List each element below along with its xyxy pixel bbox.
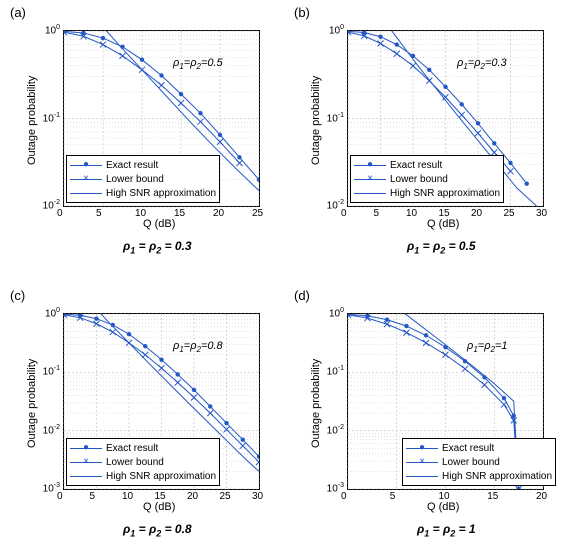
legend-row-exact: ● Exact result (406, 441, 552, 455)
legend-label-approx: High SNR approximation (390, 188, 500, 199)
legend-label-exact: Exact result (106, 443, 158, 454)
x-marker-icon: × (367, 174, 373, 184)
plot-c-annot: ρ1=ρ2=0.8 (173, 340, 223, 354)
panel-a: (a) Outage probability Q (dB) ρ1=ρ2=0.5 … (8, 5, 273, 265)
x-marker-icon: × (83, 174, 89, 184)
plot-b-legend: ● Exact result × Lower bound High SNR ap… (350, 155, 504, 203)
ytick-label: 10-1 (43, 112, 60, 124)
panel-b: (b) Outage probability Q (dB) ρ1=ρ2=0.3 … (292, 5, 557, 265)
xtick-label: 15 (487, 491, 498, 502)
xtick-label: 10 (135, 208, 146, 219)
xtick-label: 10 (406, 208, 417, 219)
legend-row-exact: ● Exact result (70, 441, 216, 455)
plot-a-xlabel: Q (dB) (143, 218, 175, 230)
ytick-label: 100 (329, 307, 344, 319)
dot-marker-icon: ● (419, 443, 425, 453)
ytick-label: 100 (45, 307, 60, 319)
x-marker-icon: × (83, 457, 89, 467)
xtick-label: 5 (90, 491, 96, 502)
panel-c-label: (c) (10, 288, 25, 303)
legend-row-exact: ● Exact result (70, 158, 216, 172)
plot-b-annot: ρ1=ρ2=0.3 (457, 57, 507, 71)
xtick-label: 30 (252, 491, 263, 502)
plot-d-annot: ρ1=ρ2=1 (467, 340, 508, 354)
panel-d-caption: ρ1 = ρ2 = 1 (417, 522, 476, 538)
plot-c-ylabel: Outage probability (26, 359, 38, 448)
ytick-label: 100 (329, 24, 344, 36)
plot-a-ylabel: Outage probability (26, 76, 38, 165)
ytick-label: 10-3 (327, 482, 344, 494)
legend-row-approx: High SNR approximation (70, 186, 216, 200)
plot-d-legend: ● Exact result × Lower bound High SNR ap… (402, 438, 556, 486)
ytick-label: 10-2 (327, 424, 344, 436)
panel-c-caption: ρ1 = ρ2 = 0.8 (123, 522, 192, 538)
figure-root: (a) Outage probability Q (dB) ρ1=ρ2=0.5 … (0, 0, 567, 557)
legend-row-lower: × Lower bound (406, 455, 552, 469)
ytick-label: 10-2 (43, 199, 60, 211)
legend-row-approx: High SNR approximation (354, 186, 500, 200)
legend-label-approx: High SNR approximation (442, 471, 552, 482)
legend-row-lower: × Lower bound (70, 172, 216, 186)
panel-a-caption: ρ1 = ρ2 = 0.3 (123, 239, 192, 255)
legend-label-lower: Lower bound (106, 174, 164, 185)
panel-a-label: (a) (10, 5, 26, 20)
ytick-label: 10-3 (43, 482, 60, 494)
panel-c: (c) Outage probability Q (dB) ρ1=ρ2=0.8 … (8, 288, 273, 548)
xtick-label: 15 (174, 208, 185, 219)
xtick-label: 25 (504, 208, 515, 219)
legend-row-approx: High SNR approximation (70, 469, 216, 483)
legend-row-lower: × Lower bound (354, 172, 500, 186)
plot-d-xlabel: Q (dB) (427, 501, 459, 513)
legend-label-exact: Exact result (442, 443, 494, 454)
ytick-label: 10-2 (43, 424, 60, 436)
plot-d-ylabel: Outage probability (310, 359, 322, 448)
ytick-label: 10-2 (327, 199, 344, 211)
plot-c-xlabel: Q (dB) (143, 501, 175, 513)
legend-row-approx: High SNR approximation (406, 469, 552, 483)
ytick-label: 10-1 (43, 365, 60, 377)
panel-d: (d) Outage probability Q (dB) ρ1=ρ2=1 ● … (292, 288, 557, 548)
xtick-label: 5 (374, 208, 380, 219)
xtick-label: 30 (536, 208, 547, 219)
panel-b-caption: ρ1 = ρ2 = 0.5 (407, 239, 476, 255)
xtick-label: 20 (187, 491, 198, 502)
xtick-label: 15 (155, 491, 166, 502)
dot-marker-icon: ● (83, 160, 89, 170)
legend-label-lower: Lower bound (390, 174, 448, 185)
plot-c-legend: ● Exact result × Lower bound High SNR ap… (66, 438, 220, 486)
legend-row-exact: ● Exact result (354, 158, 500, 172)
legend-label-lower: Lower bound (106, 457, 164, 468)
dot-marker-icon: ● (83, 443, 89, 453)
legend-label-exact: Exact result (390, 160, 442, 171)
xtick-label: 20 (471, 208, 482, 219)
xtick-label: 5 (390, 491, 396, 502)
xtick-label: 25 (252, 208, 263, 219)
plot-b-xlabel: Q (dB) (427, 218, 459, 230)
xtick-label: 10 (122, 491, 133, 502)
plot-b-ylabel: Outage probability (310, 76, 322, 165)
ytick-label: 100 (45, 24, 60, 36)
dot-marker-icon: ● (367, 160, 373, 170)
panel-b-label: (b) (294, 5, 310, 20)
xtick-label: 15 (439, 208, 450, 219)
panel-d-label: (d) (294, 288, 310, 303)
xtick-label: 10 (439, 491, 450, 502)
xtick-label: 20 (213, 208, 224, 219)
xtick-label: 25 (220, 491, 231, 502)
xtick-label: 20 (536, 491, 547, 502)
plot-a-annot: ρ1=ρ2=0.5 (173, 57, 223, 71)
ytick-label: 10-1 (327, 112, 344, 124)
xtick-label: 5 (96, 208, 102, 219)
x-marker-icon: × (419, 457, 425, 467)
legend-row-lower: × Lower bound (70, 455, 216, 469)
legend-label-exact: Exact result (106, 160, 158, 171)
legend-label-approx: High SNR approximation (106, 471, 216, 482)
plot-a-legend: ● Exact result × Lower bound High SNR ap… (66, 155, 220, 203)
ytick-label: 10-1 (327, 365, 344, 377)
legend-label-approx: High SNR approximation (106, 188, 216, 199)
legend-label-lower: Lower bound (442, 457, 500, 468)
